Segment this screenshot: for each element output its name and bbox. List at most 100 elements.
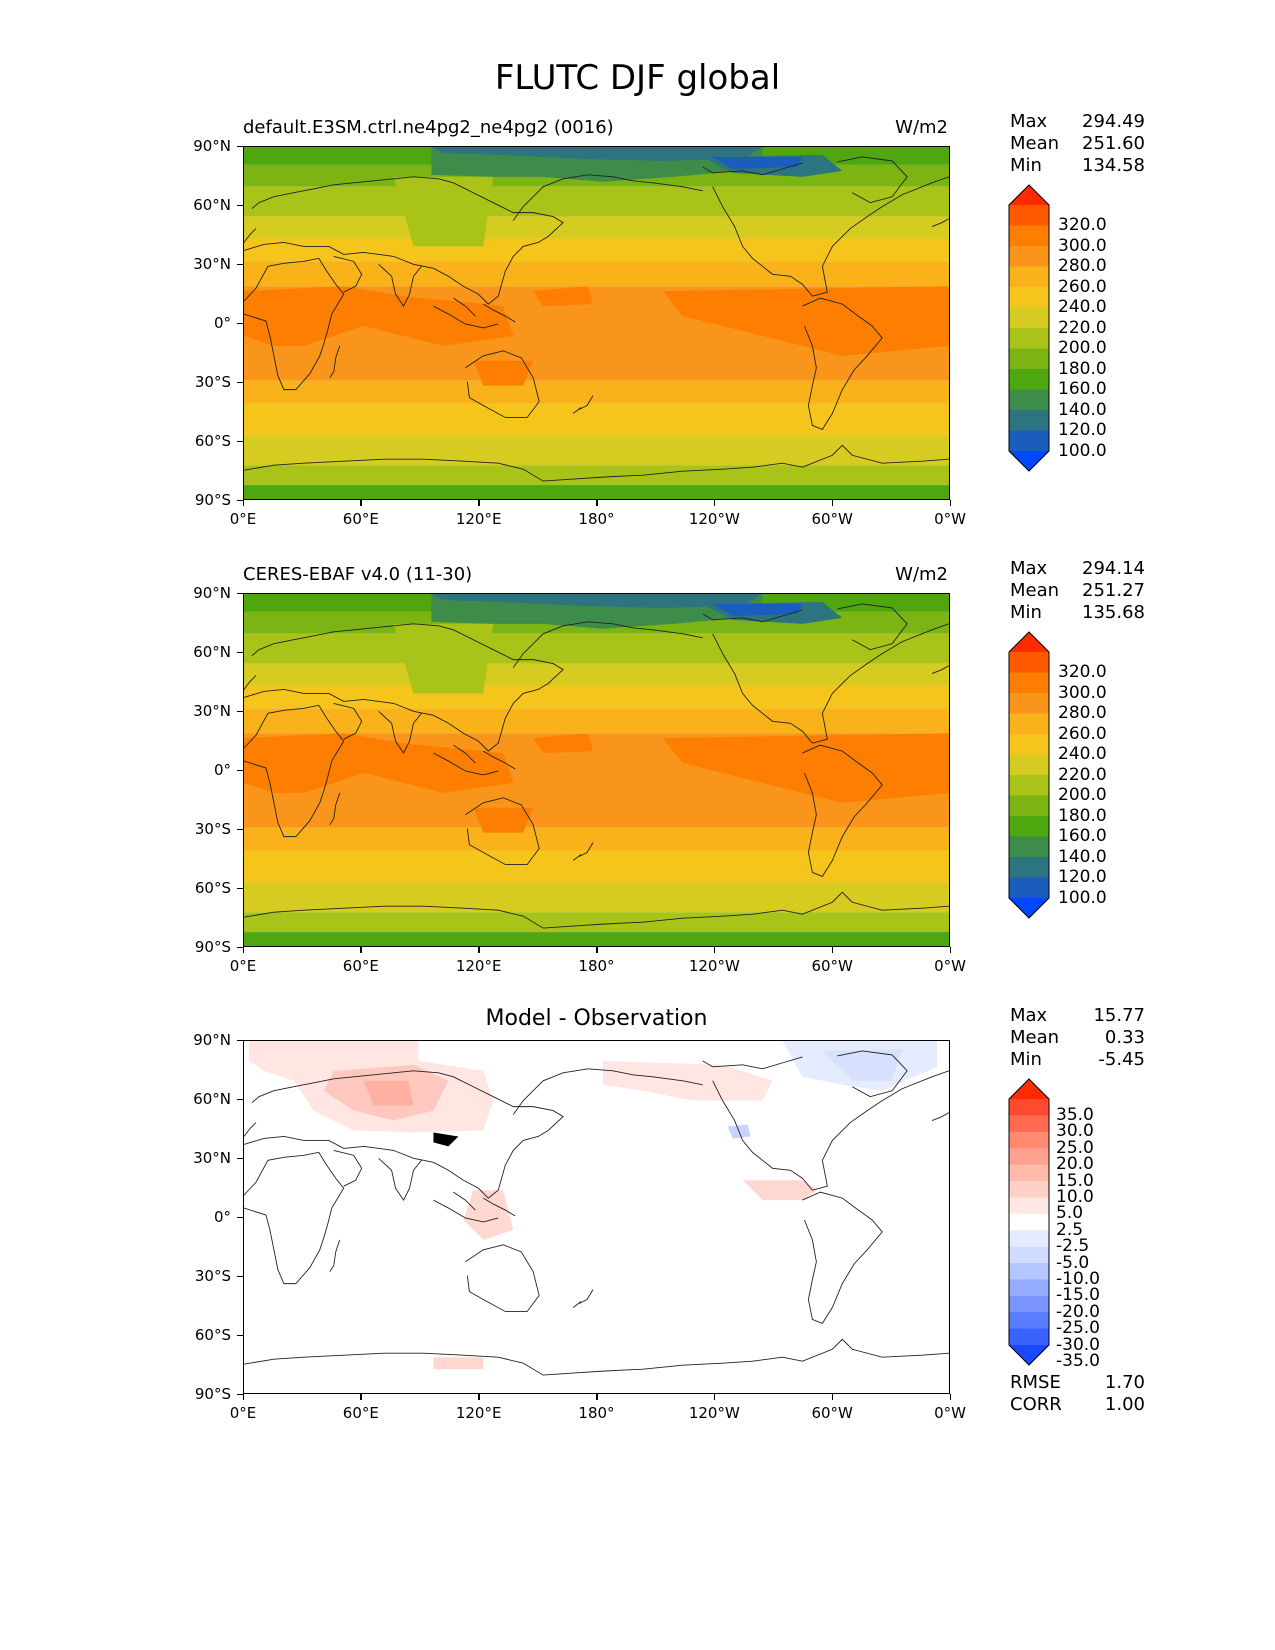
colorbar-tick-label: 280.0 — [1058, 703, 1107, 723]
lat-tick-label: 60°S — [194, 1326, 231, 1344]
coastline — [578, 395, 594, 410]
colorbar-bin — [1009, 205, 1049, 226]
lon-tick-label: 60°W — [811, 1404, 853, 1422]
lat-tick-label: 30°S — [194, 820, 231, 838]
colorbar-tick-label: 2.5 — [1056, 1219, 1084, 1240]
contour-patch — [393, 623, 494, 694]
lon-tick-label: 180° — [578, 1404, 615, 1422]
lat-tick-mark — [237, 440, 243, 442]
coastline — [433, 752, 499, 776]
coastline — [244, 257, 345, 391]
contour-band — [244, 912, 949, 933]
colorbar-bin — [1009, 1246, 1049, 1264]
coastline — [931, 1112, 949, 1121]
coastline — [837, 1050, 908, 1098]
lon-tick-label: 60°E — [342, 1404, 379, 1422]
coastline — [483, 750, 516, 770]
lat-tick-mark — [237, 769, 243, 771]
contour-band — [244, 708, 949, 734]
model-field-map — [243, 146, 950, 500]
colorbar-tick-label: 35.0 — [1056, 1104, 1094, 1125]
lon-tick-mark — [596, 947, 598, 953]
lon-tick-mark — [242, 1394, 244, 1400]
lon-tick-mark — [949, 500, 951, 506]
lon-tick-mark — [478, 1394, 480, 1400]
colorbar-tick-label: -15.0 — [1056, 1285, 1100, 1306]
lat-tick-mark — [237, 1216, 243, 1218]
coastline — [378, 264, 422, 307]
lat-tick-label: 30°S — [194, 1267, 231, 1285]
colorbar-tick-label: -5.0 — [1056, 1252, 1090, 1273]
colorbar-tick-label: 100.0 — [1058, 440, 1107, 461]
contour-band — [244, 238, 949, 262]
panel-3-stats: Max 15.77 Mean 0.33 Min -5.45 — [1010, 1005, 1145, 1070]
colorbar-extend-top — [1009, 632, 1049, 652]
coastline — [572, 407, 582, 414]
contour-patch — [431, 147, 763, 161]
contour-patch — [393, 176, 494, 247]
colorbar-bin — [1009, 816, 1049, 837]
colorbar-bin — [1009, 348, 1049, 370]
lat-tick-mark — [237, 1334, 243, 1336]
colorbar-tick-label: 180.0 — [1058, 805, 1107, 826]
contour-band — [244, 485, 949, 499]
lat-tick-label: 60°N — [193, 196, 231, 214]
lon-tick-label: 120°W — [688, 1404, 740, 1422]
contour-patch — [463, 1190, 514, 1240]
colorbar-extend-bottom — [1009, 898, 1049, 918]
coastline — [702, 162, 803, 176]
colorbar-tick-label: 280.0 — [1058, 256, 1107, 276]
lat-tick-mark — [237, 887, 243, 889]
coastline — [465, 1244, 540, 1312]
coastline — [802, 1191, 883, 1324]
lon-tick-label: 180° — [578, 957, 615, 975]
map-canvas — [244, 1041, 949, 1393]
colorbar-tick-label: 200.0 — [1058, 785, 1107, 805]
colorbar-bin — [1009, 1164, 1049, 1182]
coastline — [333, 702, 363, 740]
lat-tick-label: 0° — [213, 314, 231, 332]
colorbar-tick-label: 240.0 — [1058, 744, 1107, 764]
coastline — [512, 1068, 703, 1115]
contour-patch — [662, 286, 949, 356]
coastline — [244, 623, 564, 752]
coastline — [931, 218, 949, 227]
lat-tick-label: 30°N — [193, 1149, 231, 1167]
coastline — [712, 1070, 949, 1191]
contour-patch — [244, 286, 514, 346]
colorbar-tick-label: 120.0 — [1058, 420, 1107, 440]
lon-tick-mark — [713, 1394, 716, 1400]
colorbar-bin — [1009, 652, 1049, 673]
lat-tick-label: 0° — [213, 761, 231, 779]
lon-tick-label: 120°W — [688, 510, 740, 528]
coastline — [483, 1197, 516, 1217]
lon-tick-label: 60°W — [811, 957, 853, 975]
coastline — [483, 303, 516, 323]
contour-patch — [363, 1080, 414, 1106]
colorbar-bin — [1009, 836, 1049, 858]
colorbar-bin — [1009, 1213, 1049, 1231]
lat-tick-mark — [237, 946, 243, 948]
coastline — [333, 1149, 363, 1187]
lon-tick-label: 120°W — [688, 957, 740, 975]
lon-tick-mark — [360, 1394, 362, 1400]
contour-patch — [712, 603, 803, 616]
contour-patch — [712, 156, 803, 169]
coastline — [329, 1239, 341, 1272]
coastline — [931, 665, 949, 674]
colorbar-tick-label: 300.0 — [1058, 682, 1107, 703]
colorbar-bin — [1009, 328, 1049, 349]
colorbar-tick-label: 260.0 — [1058, 276, 1107, 297]
colorbar-bin — [1009, 1295, 1049, 1313]
map-canvas — [244, 147, 949, 499]
contour-patch — [473, 807, 534, 833]
colorbar-tick-label: 30.0 — [1056, 1121, 1094, 1142]
colorbar-tick-label: 200.0 — [1058, 338, 1107, 358]
lat-tick-label: 60°S — [194, 879, 231, 897]
lat-tick-mark — [237, 1098, 243, 1100]
coastline — [572, 1301, 582, 1308]
lat-tick-mark — [237, 381, 243, 383]
colorbar-tick-label: 180.0 — [1058, 358, 1107, 379]
lon-tick-mark — [242, 500, 244, 506]
contour-patch — [433, 1357, 484, 1370]
